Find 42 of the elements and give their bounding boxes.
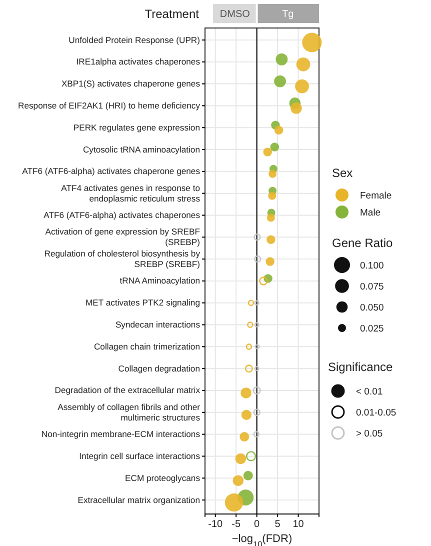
y-tick-label: ATF4 activates genes in response to endoplasmic reticulum stress [61,182,200,204]
x-tick-label: 5 [274,519,281,530]
x-tick-label: 10 [292,519,304,530]
text: 0.01-0.05 [356,408,396,418]
x-tick-label: 0 [254,519,260,530]
y-tick-label: tRNA Aminoacylation [120,276,200,286]
y-tick-label: Integrin cell surface interactions [79,450,200,461]
x-tick-label: -5 [232,519,241,530]
y-tick-label: Unfolded Protein Response (UPR) [68,34,200,45]
y-tick-label: Activation of gene expression by SREBF (SREBP) [45,226,200,248]
y-tick-label: Non-integrin membrane-ECM interactions [41,429,200,440]
y-tick-label: Regulation of cholesterol biosynthesis by SREBP (SREBF) [44,248,201,270]
y-tick-label: Syndecan interactions [115,320,200,330]
text: Treatment [144,7,200,21]
y-tick-label: Assembly of collagen fibrils and other multimeric structures [58,402,200,422]
x-tick-label: -10 [208,519,224,530]
text: < 0.01 [356,386,383,398]
text: Tg [282,9,294,20]
legend-label: Female [360,190,392,202]
y-tick-label: ATF6 (ATF6-alpha) activates chaperones [44,210,200,220]
legend-label: 0.075 [360,282,384,292]
y-tick-label: IRE1alpha activates chaperones [76,56,200,67]
y-tick-label: Collagen chain trimerization [94,341,200,352]
legend-label: 0.050 [360,302,384,314]
y-tick-label: ATF6 (ATF6-alpha) activates chaperone genes [22,166,200,176]
y-tick-label: Cytosolic tRNA aminoacylation [82,144,200,154]
y-tick-label: Collagen degradation [118,363,200,374]
y-tick-label: Response of EIF2AK1 (HRI) to heme deficiency [18,100,201,110]
legend-title: Sex [332,166,353,180]
legend-label: Male [360,208,381,218]
legend-label: 0.100 [360,260,384,272]
y-tick-label: PERK regulates gene expression [73,122,200,132]
y-tick-label: Degradation of the extracellular matrix [54,385,201,396]
text: DMSO [220,9,250,20]
y-tick-label: ECM proteoglycans [125,472,200,483]
text: Significance [328,360,394,374]
y-tick-label: XBP1(S) activates chaperone genes [61,78,200,89]
text: Gene Ratio [332,236,394,250]
y-tick-label: Extracellular matrix organization [78,494,200,505]
legend-label: > 0.05 [356,428,383,440]
y-tick-label: MET activates PTK2 signaling [86,298,200,308]
legend-label: 0.025 [360,324,384,334]
